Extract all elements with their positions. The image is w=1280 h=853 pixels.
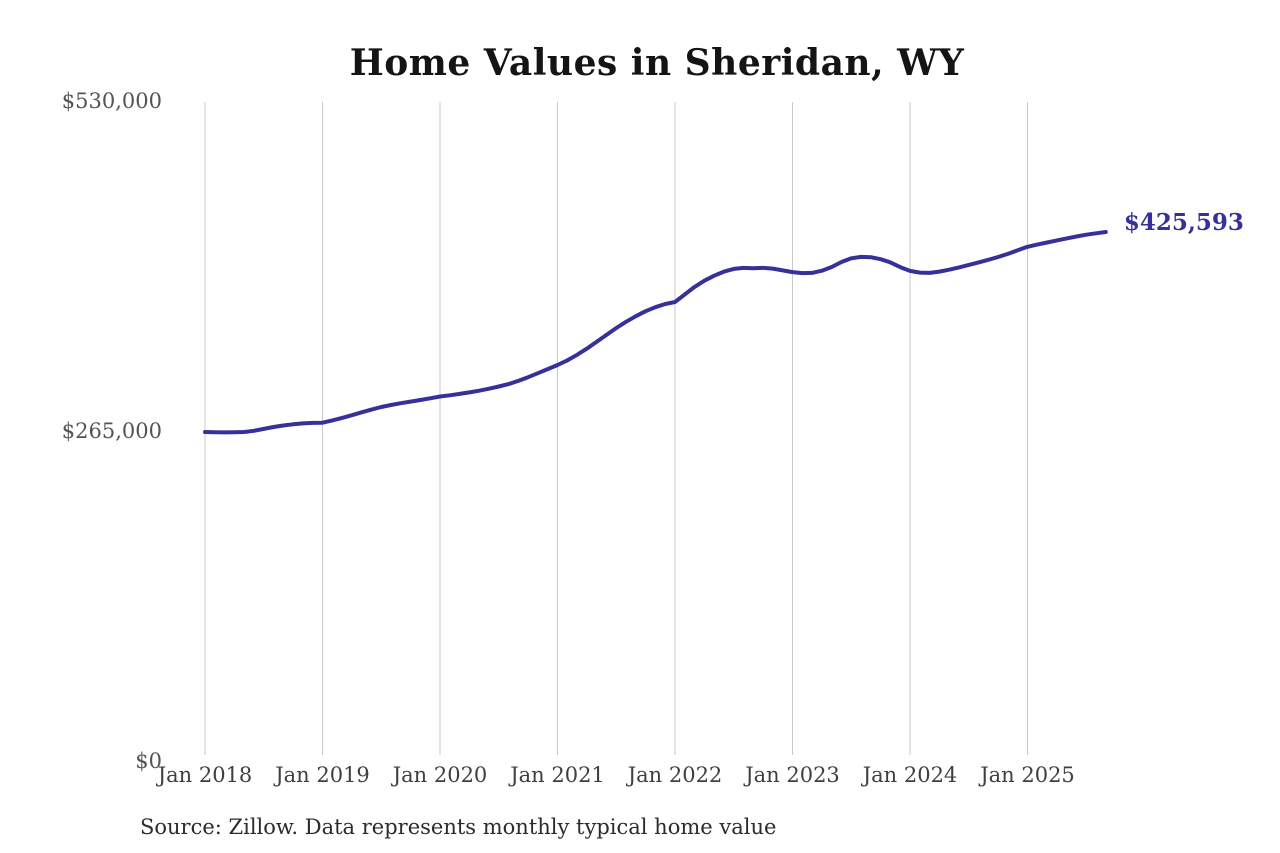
- x-tick-label: Jan 2022: [627, 763, 723, 787]
- x-tick-label: Jan 2024: [862, 763, 958, 787]
- y-tick-label: $0: [135, 749, 162, 773]
- x-tick-label: Jan 2019: [275, 763, 370, 787]
- chart-title: Home Values in Sheridan, WY: [349, 42, 965, 84]
- x-tick-label: Jan 2023: [745, 763, 840, 787]
- x-tick-label: Jan 2018: [157, 763, 253, 787]
- final-value-label: $425,593: [1123, 209, 1244, 237]
- year-gridlines: [204, 102, 1028, 755]
- y-tick-label: $265,000: [61, 419, 162, 443]
- y-tick-label: $530,000: [61, 89, 162, 113]
- home-value-line: [203, 230, 1108, 435]
- source-note: Source: Zillow. Data represents monthly …: [140, 815, 777, 839]
- x-tick-label: Jan 2025: [980, 763, 1075, 787]
- x-tick-label: Jan 2020: [392, 763, 488, 787]
- x-tick-label: Jan 2021: [510, 763, 605, 787]
